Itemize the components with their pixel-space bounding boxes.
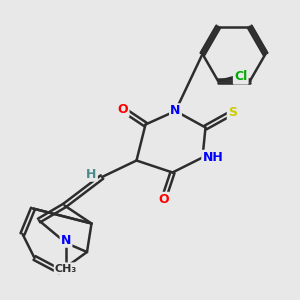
- Text: NH: NH: [202, 151, 223, 164]
- Text: N: N: [61, 233, 71, 247]
- Text: S: S: [228, 106, 237, 119]
- Text: N: N: [170, 104, 181, 118]
- Text: O: O: [118, 103, 128, 116]
- Text: CH₃: CH₃: [55, 263, 77, 274]
- Text: Cl: Cl: [234, 70, 247, 83]
- Text: O: O: [158, 193, 169, 206]
- Text: H: H: [86, 167, 97, 181]
